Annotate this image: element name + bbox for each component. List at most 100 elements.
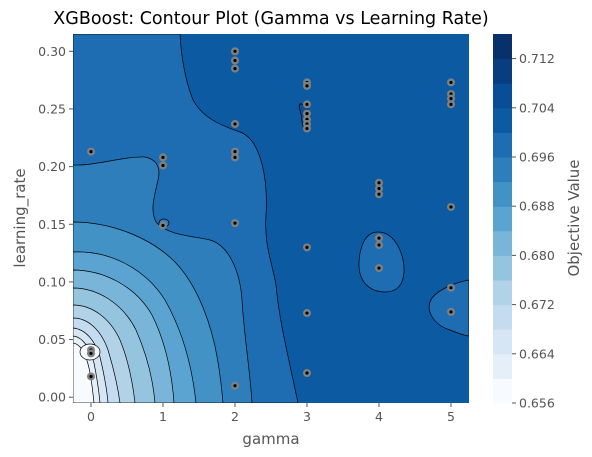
colorbar-segment (493, 230, 512, 256)
trial-point-center (233, 122, 237, 126)
trial-point-center (449, 102, 453, 106)
trial-point (447, 202, 455, 211)
colorbar-tick-label: 0.672 (519, 297, 555, 312)
trial-point (231, 64, 239, 73)
trial-point-center (449, 96, 453, 101)
trial-point-center (305, 84, 309, 88)
trial-point (375, 264, 383, 273)
x-tick-label: 4 (375, 409, 383, 424)
colorbar-segment (493, 206, 512, 232)
x-tick-label: 0 (87, 409, 95, 424)
trial-point-center (233, 66, 237, 71)
trial-point-center (449, 310, 453, 314)
x-axis: 0 1 2 3 4 5 (87, 403, 455, 424)
trial-point-center (377, 186, 381, 191)
trial-point (447, 94, 455, 103)
colorbar-segment (493, 329, 512, 355)
trial-point-center (233, 221, 237, 225)
colorbar-segment (493, 34, 512, 60)
colorbar-tick-label: 0.696 (519, 150, 555, 165)
colorbar-segment (493, 255, 512, 281)
y-axis: 0.00 0.05 0.10 0.15 0.20 0.25 0.30 (38, 44, 73, 405)
x-tick-label: 3 (303, 409, 311, 424)
trial-point (303, 309, 311, 318)
y-tick-label: 0.05 (38, 332, 66, 347)
trial-point-center (377, 266, 381, 270)
trial-point-center (305, 126, 309, 131)
y-tick-label: 0.30 (38, 44, 66, 59)
trial-point-center (377, 181, 381, 185)
plot-area (73, 34, 469, 403)
trial-point (231, 381, 239, 390)
colorbar-segment (493, 378, 512, 404)
colorbar-tick-label: 0.656 (519, 396, 555, 411)
trial-point-center (377, 236, 381, 240)
colorbar-segment (493, 280, 512, 306)
colorbar-segment (493, 353, 512, 379)
trial-point (375, 184, 383, 193)
trial-point (231, 153, 239, 162)
trial-point-center (449, 286, 453, 290)
colorbar-tick-label: 0.712 (519, 51, 555, 66)
trial-point-center (89, 351, 93, 356)
trial-point (159, 161, 167, 170)
trial-point (303, 109, 311, 118)
trial-point-center (305, 245, 309, 249)
trial-point (231, 147, 239, 156)
trial-point-center (233, 49, 237, 53)
colorbar-segment (493, 107, 512, 133)
trial-point-center (161, 223, 165, 228)
trial-point-center (377, 243, 381, 247)
trial-point (231, 56, 239, 65)
colorbar-segment (493, 83, 512, 109)
trial-point (87, 372, 95, 381)
trial-point (303, 81, 311, 90)
trial-point (303, 369, 311, 378)
colorbar-segment (493, 157, 512, 183)
colorbar-tick-label: 0.664 (519, 346, 555, 361)
colorbar-tick-label: 0.680 (519, 248, 555, 263)
trial-point (375, 178, 383, 187)
colorbar-segment (493, 304, 512, 330)
trial-point-center (305, 371, 309, 375)
y-tick-label: 0.15 (38, 217, 66, 232)
trial-point-center (377, 192, 381, 196)
colorbar-segment (493, 181, 512, 207)
trial-point (375, 234, 383, 243)
trial-point (447, 100, 455, 109)
trial-point-center (233, 155, 237, 159)
trial-point (303, 100, 311, 109)
trial-points (87, 47, 455, 390)
trial-point-center (89, 374, 93, 379)
x-tick-label: 2 (231, 409, 239, 424)
trial-point (159, 221, 167, 230)
colorbar-segment (493, 132, 512, 158)
trial-point-center (161, 163, 165, 168)
y-tick-label: 0.25 (38, 101, 66, 116)
colorbar: 0.656 0.664 0.672 0.680 0.688 0.696 0.704 0.712 (493, 34, 555, 411)
trial-point (447, 307, 455, 316)
y-tick-label: 0.20 (38, 159, 66, 174)
trial-point (447, 283, 455, 292)
contour-island-gamma-4 (358, 231, 405, 293)
trial-point-center (305, 311, 309, 315)
y-tick-label: 0.10 (38, 274, 66, 289)
contour-region-lowest (73, 342, 95, 403)
y-tick-label: 0.00 (38, 390, 66, 405)
trial-point (375, 190, 383, 199)
trial-point (159, 153, 167, 162)
x-tick-label: 5 (447, 409, 455, 424)
x-tick-label: 1 (159, 409, 167, 424)
trial-point (303, 243, 311, 252)
trial-point-center (233, 58, 237, 63)
trial-point-center (305, 102, 309, 106)
chart-title: XGBoost: Contour Plot (Gamma vs Learning… (53, 9, 488, 29)
trial-point-center (449, 205, 453, 209)
x-axis-label: gamma (242, 430, 299, 448)
trial-point-center (161, 155, 165, 159)
trial-point-center (305, 111, 309, 116)
colorbar-label: Objective Value (565, 159, 583, 276)
trial-point (231, 47, 239, 56)
colorbar-tick-label: 0.704 (519, 100, 555, 115)
